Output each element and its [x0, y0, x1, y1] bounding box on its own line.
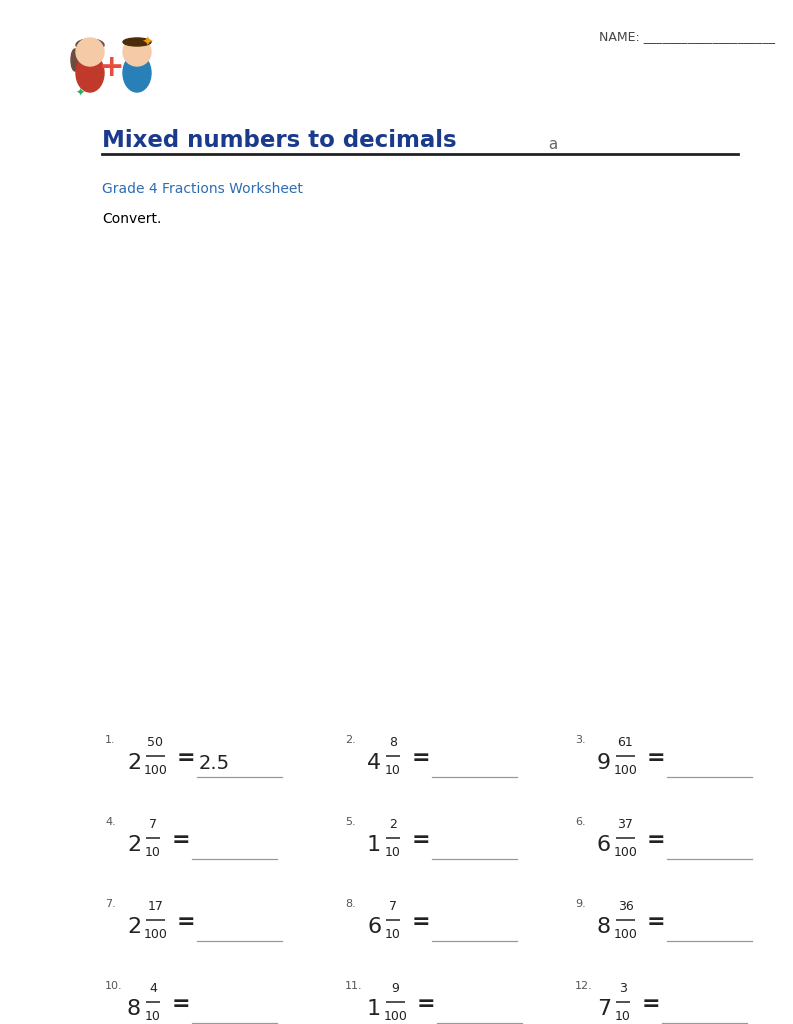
Text: =: = — [412, 912, 431, 932]
Text: 2: 2 — [127, 918, 141, 937]
Text: 36: 36 — [618, 900, 634, 913]
Text: 6: 6 — [367, 918, 381, 937]
Text: 1.: 1. — [105, 735, 116, 745]
Text: 7.: 7. — [105, 899, 116, 909]
Text: 12.: 12. — [575, 981, 592, 991]
Circle shape — [76, 38, 104, 66]
Text: 37: 37 — [618, 818, 634, 831]
Text: 10: 10 — [615, 1010, 631, 1023]
Text: 17: 17 — [147, 900, 163, 913]
Text: 1: 1 — [367, 999, 381, 1019]
Text: 100: 100 — [614, 846, 638, 858]
Ellipse shape — [76, 39, 104, 51]
Text: ✦: ✦ — [75, 88, 85, 98]
Text: 10: 10 — [385, 764, 401, 776]
Text: =: = — [417, 994, 435, 1014]
Text: +: + — [99, 52, 125, 82]
Text: =: = — [647, 912, 665, 932]
Text: 10.: 10. — [105, 981, 123, 991]
Text: =: = — [647, 830, 665, 850]
Text: 6.: 6. — [575, 817, 585, 827]
Text: 10: 10 — [145, 846, 161, 858]
Circle shape — [123, 38, 151, 66]
Text: 10: 10 — [385, 846, 401, 858]
Text: 9.: 9. — [575, 899, 586, 909]
Text: 9: 9 — [392, 982, 400, 995]
Text: 100: 100 — [384, 1010, 408, 1023]
Text: =: = — [642, 994, 661, 1014]
Text: Convert.: Convert. — [102, 212, 161, 226]
Text: =: = — [177, 748, 196, 768]
Text: 2: 2 — [389, 818, 397, 831]
Text: 2.: 2. — [345, 735, 356, 745]
Text: =: = — [412, 830, 431, 850]
Text: =: = — [172, 830, 190, 850]
Text: 3.: 3. — [575, 735, 585, 745]
Text: 2: 2 — [127, 753, 141, 773]
Text: 8: 8 — [127, 999, 141, 1019]
Text: Grade 4 Fractions Worksheet: Grade 4 Fractions Worksheet — [102, 182, 303, 196]
Text: 1: 1 — [367, 835, 381, 855]
Text: 6: 6 — [597, 835, 611, 855]
Ellipse shape — [123, 38, 151, 46]
Text: 2.5: 2.5 — [199, 754, 230, 773]
Text: =: = — [172, 994, 190, 1014]
Text: =: = — [647, 748, 665, 768]
Text: 8: 8 — [597, 918, 611, 937]
Text: 5.: 5. — [345, 817, 355, 827]
Ellipse shape — [71, 49, 79, 71]
Text: 100: 100 — [614, 764, 638, 776]
Text: 4: 4 — [149, 982, 157, 995]
Text: 100: 100 — [144, 928, 167, 940]
Text: 2: 2 — [127, 835, 141, 855]
Text: 100: 100 — [614, 928, 638, 940]
Ellipse shape — [76, 54, 104, 92]
Text: 10: 10 — [145, 1010, 161, 1023]
Text: 10: 10 — [385, 928, 401, 940]
Text: NAME: _____________________: NAME: _____________________ — [599, 30, 775, 43]
Text: 7: 7 — [597, 999, 611, 1019]
Text: 7: 7 — [389, 900, 397, 913]
Text: 61: 61 — [618, 736, 634, 750]
Text: 9: 9 — [597, 753, 611, 773]
Text: Mixed numbers to decimals: Mixed numbers to decimals — [102, 129, 457, 152]
Text: ✦: ✦ — [141, 36, 153, 50]
Text: =: = — [177, 912, 196, 932]
Text: 50: 50 — [147, 736, 163, 750]
Text: =: = — [412, 748, 431, 768]
Text: 8.: 8. — [345, 899, 356, 909]
Text: 8: 8 — [389, 736, 397, 750]
Text: 11.: 11. — [345, 981, 362, 991]
Ellipse shape — [123, 54, 151, 92]
Text: 4: 4 — [367, 753, 381, 773]
Text: a: a — [544, 137, 558, 152]
Text: 100: 100 — [144, 764, 167, 776]
Text: 7: 7 — [149, 818, 157, 831]
Text: 3: 3 — [619, 982, 627, 995]
Text: 4.: 4. — [105, 817, 116, 827]
